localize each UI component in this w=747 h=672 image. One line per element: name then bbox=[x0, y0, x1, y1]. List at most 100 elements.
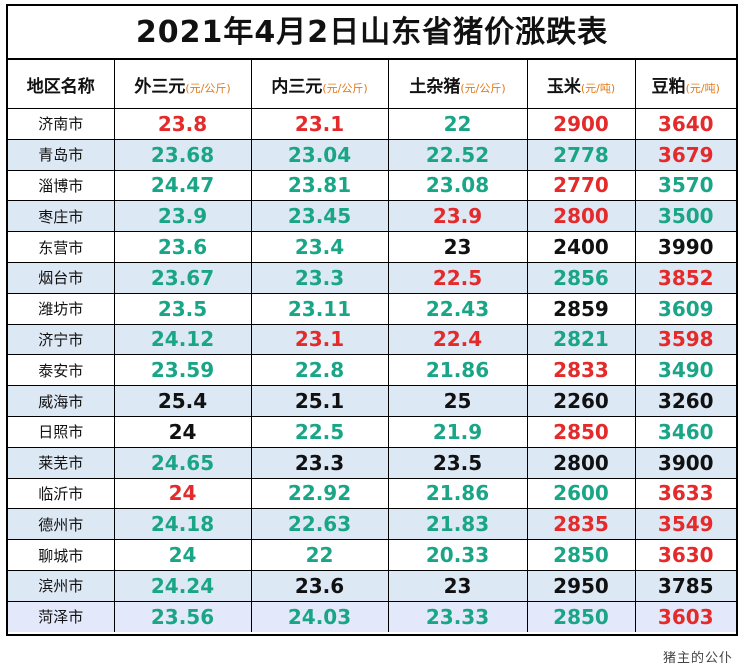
cell-region: 泰安市 bbox=[8, 354, 115, 387]
cell-price: 22.5 bbox=[251, 416, 389, 448]
cell-price: 23.04 bbox=[251, 139, 389, 171]
cell-price: 23.67 bbox=[114, 262, 252, 294]
cell-price: 3630 bbox=[635, 539, 736, 571]
cell-price: 22.8 bbox=[251, 354, 389, 387]
cell-price: 22.63 bbox=[251, 508, 389, 541]
table-row: 潍坊市 23.5 23.11 22.43 2859 3609 bbox=[8, 293, 736, 325]
cell-price: 2260 bbox=[527, 385, 636, 417]
cell-price: 23.45 bbox=[251, 200, 389, 233]
watermark: 猪主的公仆 bbox=[662, 651, 733, 666]
cell-price: 23.68 bbox=[114, 139, 252, 171]
cell-price: 3640 bbox=[635, 108, 736, 140]
table-row: 威海市 25.4 25.1 25 2260 3260 bbox=[8, 385, 736, 417]
cell-price: 22.4 bbox=[388, 324, 528, 356]
cell-price: 3570 bbox=[635, 170, 736, 202]
header-corn: 玉米(元/吨) bbox=[527, 60, 636, 109]
cell-price: 24.24 bbox=[114, 570, 252, 602]
header-local-pig: 土杂猪(元/公斤) bbox=[388, 60, 528, 109]
header-inner-three-way: 内三元(元/公斤) bbox=[251, 60, 389, 109]
header-unit: (元/公斤) bbox=[185, 81, 231, 95]
cell-price: 23.3 bbox=[251, 447, 389, 479]
cell-region: 菏泽市 bbox=[8, 601, 115, 632]
cell-price: 24.65 bbox=[114, 447, 252, 479]
cell-price: 23.8 bbox=[114, 108, 252, 140]
table-row: 莱芜市 24.65 23.3 23.5 2800 3900 bbox=[8, 447, 736, 479]
cell-price: 23.6 bbox=[114, 231, 252, 263]
cell-price: 2900 bbox=[527, 108, 636, 140]
sheet-title: 2021年4月2日山东省猪价涨跌表 bbox=[8, 6, 736, 60]
cell-price: 21.83 bbox=[388, 508, 528, 541]
cell-price: 22.92 bbox=[251, 478, 389, 510]
table-row: 烟台市 23.67 23.3 22.5 2856 3852 bbox=[8, 262, 736, 294]
cell-price: 22.5 bbox=[388, 262, 528, 294]
cell-price: 3260 bbox=[635, 385, 736, 417]
header-unit: (元/公斤) bbox=[460, 81, 506, 95]
cell-price: 2850 bbox=[527, 539, 636, 571]
cell-region: 青岛市 bbox=[8, 139, 115, 171]
cell-price: 2821 bbox=[527, 324, 636, 356]
cell-price: 24 bbox=[114, 416, 252, 448]
table-row: 滨州市 24.24 23.6 23 2950 3785 bbox=[8, 570, 736, 602]
header-region: 地区名称 bbox=[8, 60, 115, 109]
cell-price: 23.08 bbox=[388, 170, 528, 202]
table-row: 临沂市 24 22.92 21.86 2600 3633 bbox=[8, 478, 736, 510]
cell-price: 23.9 bbox=[114, 200, 252, 233]
cell-price: 24.18 bbox=[114, 508, 252, 541]
cell-price: 25.1 bbox=[251, 385, 389, 417]
cell-region: 滨州市 bbox=[8, 570, 115, 602]
cell-price: 23.4 bbox=[251, 231, 389, 263]
cell-region: 莱芜市 bbox=[8, 447, 115, 479]
cell-region: 德州市 bbox=[8, 508, 115, 541]
table-row: 枣庄市 23.9 23.45 23.9 2800 3500 bbox=[8, 200, 736, 233]
cell-price: 3460 bbox=[635, 416, 736, 448]
table-body: 济南市 23.8 23.1 22 2900 3640 青岛市 23.68 23.04 22.52 2… bbox=[8, 108, 736, 632]
cell-price: 23.5 bbox=[114, 293, 252, 325]
cell-price: 3490 bbox=[635, 354, 736, 387]
cell-price: 24 bbox=[114, 478, 252, 510]
cell-price: 3549 bbox=[635, 508, 736, 541]
header-row: 地区名称 外三元(元/公斤) 内三元(元/公斤) 土杂猪(元/公斤) 玉米(元/… bbox=[8, 60, 736, 109]
table-row: 济宁市 24.12 23.1 22.4 2821 3598 bbox=[8, 324, 736, 356]
cell-price: 23.1 bbox=[251, 108, 389, 140]
cell-price: 2600 bbox=[527, 478, 636, 510]
cell-region: 威海市 bbox=[8, 385, 115, 417]
cell-price: 3633 bbox=[635, 478, 736, 510]
cell-price: 24.47 bbox=[114, 170, 252, 202]
header-unit: (元/公斤) bbox=[322, 81, 368, 95]
cell-price: 25.4 bbox=[114, 385, 252, 417]
table-row: 德州市 24.18 22.63 21.83 2835 3549 bbox=[8, 508, 736, 541]
cell-price: 21.86 bbox=[388, 354, 528, 387]
cell-price: 23 bbox=[388, 231, 528, 263]
price-sheet: 2021年4月2日山东省猪价涨跌表 地区名称 外三元(元/公斤) 内三元(元/公… bbox=[6, 4, 738, 636]
cell-region: 日照市 bbox=[8, 416, 115, 448]
cell-price: 2850 bbox=[527, 601, 636, 632]
cell-price: 23.33 bbox=[388, 601, 528, 632]
header-unit: (元/吨) bbox=[685, 81, 720, 95]
table-row: 青岛市 23.68 23.04 22.52 2778 3679 bbox=[8, 139, 736, 171]
cell-region: 聊城市 bbox=[8, 539, 115, 571]
cell-price: 21.9 bbox=[388, 416, 528, 448]
table-row: 日照市 24 22.5 21.9 2850 3460 bbox=[8, 416, 736, 448]
cell-price: 2950 bbox=[527, 570, 636, 602]
table-row: 济南市 23.8 23.1 22 2900 3640 bbox=[8, 108, 736, 140]
cell-price: 23.11 bbox=[251, 293, 389, 325]
cell-price: 23 bbox=[388, 570, 528, 602]
cell-region: 烟台市 bbox=[8, 262, 115, 294]
cell-price: 3990 bbox=[635, 231, 736, 263]
cell-price: 21.86 bbox=[388, 478, 528, 510]
cell-price: 2800 bbox=[527, 200, 636, 233]
cell-price: 24.03 bbox=[251, 601, 389, 632]
cell-price: 23.56 bbox=[114, 601, 252, 632]
cell-region: 潍坊市 bbox=[8, 293, 115, 325]
table-row: 菏泽市 23.56 24.03 23.33 2850 3603 bbox=[8, 601, 736, 632]
cell-price: 2400 bbox=[527, 231, 636, 263]
cell-price: 22 bbox=[388, 108, 528, 140]
cell-price: 24.12 bbox=[114, 324, 252, 356]
cell-price: 2800 bbox=[527, 447, 636, 479]
cell-region: 枣庄市 bbox=[8, 200, 115, 233]
header-soybean-meal: 豆粕(元/吨) bbox=[635, 60, 736, 109]
cell-price: 3852 bbox=[635, 262, 736, 294]
cell-price: 25 bbox=[388, 385, 528, 417]
cell-price: 22.52 bbox=[388, 139, 528, 171]
cell-price: 23.9 bbox=[388, 200, 528, 233]
